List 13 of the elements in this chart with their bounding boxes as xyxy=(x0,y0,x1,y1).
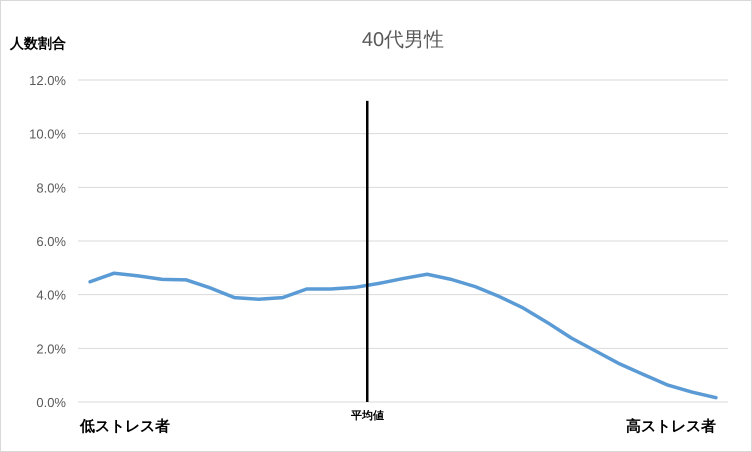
y-tick-label: 2.0% xyxy=(36,341,66,356)
text: 高ストレス者 xyxy=(626,417,716,435)
chart-title: 40代男性 xyxy=(362,29,444,51)
text: 平均値 xyxy=(350,409,384,422)
y-tick-label: 6.0% xyxy=(36,234,66,249)
line-series xyxy=(88,271,718,400)
y-tick-label: 0.0% xyxy=(36,395,66,410)
y-axis-title: 人数割合 xyxy=(9,35,66,51)
y-tick-label: 12.0% xyxy=(29,73,66,88)
y-tick-label: 4.0% xyxy=(36,288,66,303)
y-tick-label: 10.0% xyxy=(29,126,66,142)
text: 低ストレス者 xyxy=(79,418,170,435)
y-tick-label: 8.0% xyxy=(36,180,66,196)
